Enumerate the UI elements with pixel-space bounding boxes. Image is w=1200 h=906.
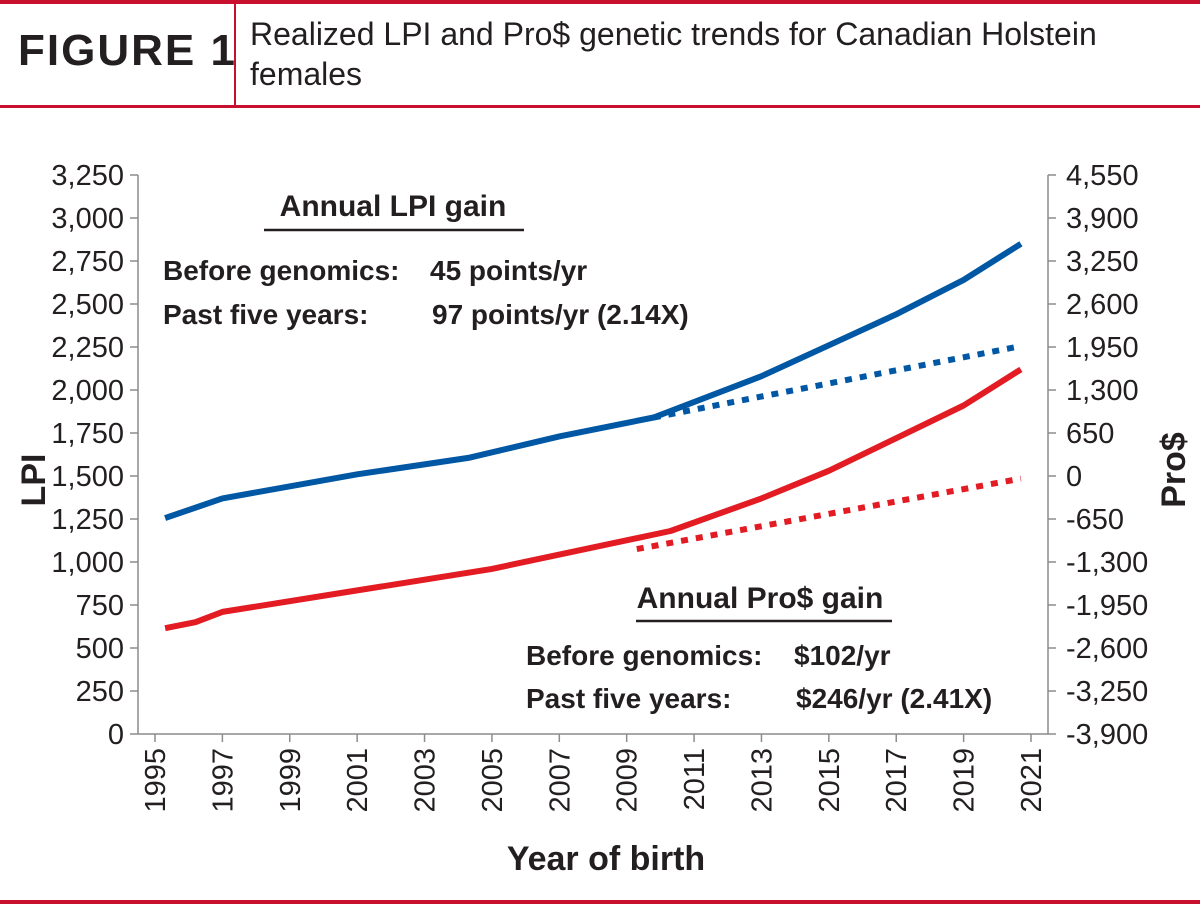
bottom-rule (0, 900, 1200, 904)
x-tick-label: 2005 (477, 748, 509, 813)
pro-past-label: Past five years: (526, 683, 731, 714)
header-rule (0, 105, 1200, 108)
x-tick-label: 2021 (1016, 748, 1048, 813)
y-right-tick-label: -3,250 (1066, 676, 1148, 708)
y-axis-right-title: Pro$ (1155, 432, 1193, 508)
x-tick-label: 2013 (746, 748, 778, 813)
y-right-tick-label: -2,600 (1066, 633, 1148, 665)
y-left-tick-label: 500 (76, 633, 124, 665)
y-right-tick-label: -3,900 (1066, 719, 1148, 751)
x-tick-label: 2001 (342, 748, 374, 813)
axes (130, 174, 1056, 742)
y-axis-left-title: LPI (15, 454, 53, 507)
lpi-past-value: 97 points/yr (2.14X) (432, 299, 689, 330)
x-tick-label: 2007 (544, 748, 576, 813)
x-axis-title: Year of birth (507, 840, 705, 878)
x-tick-label: 1997 (207, 748, 239, 813)
y-left-tick-label: 250 (76, 676, 124, 708)
genetic-trend-chart: 0 250 500 750 1,000 1,250 1,500 1,750 2,000 2,250… (15, 160, 1193, 878)
y-left-tick-label: 0 (108, 719, 124, 751)
y-left-tick-label: 2,250 (51, 332, 124, 364)
lpi-gain-annotation: Annual LPI gain Before genomics: 45 poin… (163, 190, 689, 330)
y-left-tick-label: 1,000 (51, 547, 124, 579)
lpi-trend-dotted-line (653, 343, 1022, 421)
y-right-tick-label: 3,250 (1066, 246, 1139, 278)
y-left-tick-label: 2,500 (51, 289, 124, 321)
figure-title: Realized LPI and Pro$ genetic trends for… (250, 16, 1097, 92)
y-left-tick-label: 1,500 (51, 461, 124, 493)
x-tick-label: 2015 (814, 748, 846, 813)
y-right-tick-label: 0 (1066, 461, 1082, 493)
lpi-gain-heading: Annual LPI gain (280, 190, 507, 223)
x-tick-label: 2017 (881, 748, 913, 813)
lpi-past-label: Past five years: (163, 299, 368, 330)
lpi-before-value: 45 points/yr (430, 255, 587, 286)
y-left-tick-label: 3,250 (51, 160, 124, 192)
y-right-tick-label: -650 (1066, 504, 1124, 536)
pro-past-value: $246/yr (2.41X) (796, 683, 992, 714)
y-left-tick-label: 2,000 (51, 375, 124, 407)
tick-labels: 0 250 500 750 1,000 1,250 1,500 1,750 2,000 2,250… (51, 160, 1148, 813)
lpi-before-label: Before genomics: (163, 255, 400, 286)
y-right-tick-label: 2,600 (1066, 289, 1139, 321)
pro-trend-dotted-line (636, 475, 1022, 553)
y-left-tick-label: 1,750 (51, 418, 124, 450)
pro-before-label: Before genomics: (526, 640, 763, 671)
y-left-tick-label: 2,750 (51, 246, 124, 278)
series-layer (164, 241, 1023, 632)
x-tick-label: 2019 (949, 748, 981, 813)
y-right-tick-label: 4,550 (1066, 160, 1139, 192)
x-tick-label: 2011 (679, 748, 711, 810)
y-right-tick-label: 1,950 (1066, 332, 1139, 364)
pro-gain-annotation: Annual Pro$ gain Before genomics: $102/y… (526, 582, 992, 714)
y-right-tick-label: -1,950 (1066, 590, 1148, 622)
x-tick-label: 1995 (140, 748, 172, 813)
y-right-tick-label: 650 (1066, 418, 1114, 450)
header-divider (234, 4, 236, 105)
figure-label: FIGURE 1 (18, 26, 237, 75)
y-right-tick-label: -1,300 (1066, 547, 1148, 579)
pro-trend-solid-line (164, 366, 1023, 632)
y-right-tick-label: 1,300 (1066, 375, 1139, 407)
pro-gain-heading: Annual Pro$ gain (637, 582, 884, 615)
pro-before-value: $102/yr (794, 640, 891, 671)
y-right-tick-label: 3,900 (1066, 203, 1139, 235)
top-rule (0, 0, 1200, 4)
x-tick-label: 2009 (612, 748, 644, 813)
x-tick-label: 1999 (275, 748, 307, 813)
y-left-tick-label: 750 (76, 590, 124, 622)
x-tick-label: 2003 (410, 748, 442, 813)
y-left-tick-label: 1,250 (51, 504, 124, 536)
y-left-tick-label: 3,000 (51, 203, 124, 235)
